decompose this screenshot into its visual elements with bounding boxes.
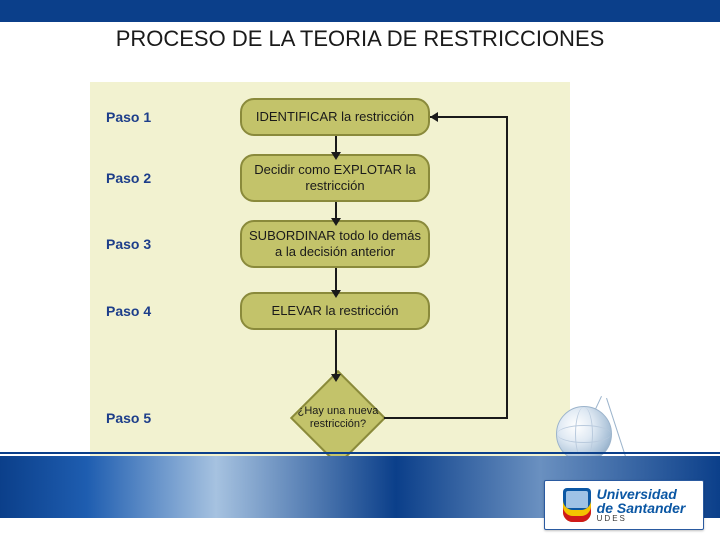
logo-text: Universidad de Santander UDES [597,487,686,523]
shield-icon [563,488,591,522]
university-logo: Universidad de Santander UDES [544,480,704,530]
page-title: PROCESO DE LA TEORIA DE RESTRICCIONES [0,26,720,52]
slide: PROCESO DE LA TEORIA DE RESTRICCIONES Pa… [0,0,720,540]
logo-line3: UDES [597,515,686,523]
arrow-left-icon [430,112,438,122]
connector [335,330,337,376]
decision-diamond: ¿Hay una nueva restricción? [292,372,384,464]
process-box-2: Decidir como EXPLOTAR la restricción [240,154,430,202]
arrow-down-icon [331,152,341,160]
logo-line2: de Santander [597,501,686,515]
footer-rule [0,452,720,454]
process-box-3: SUBORDINAR todo lo demás a la decisión a… [240,220,430,268]
step-label-2: Paso 2 [106,170,196,186]
arrow-down-icon [331,218,341,226]
decision-text: ¿Hay una nueva restricción? [292,405,384,430]
step-label-3: Paso 3 [106,236,196,252]
feedback-connector [430,116,508,118]
arrow-down-icon [331,290,341,298]
logo-line1: Universidad [597,487,686,501]
step-label-1: Paso 1 [106,109,196,125]
process-box-1: IDENTIFICAR la restricción [240,98,430,136]
connector [335,268,337,292]
feedback-connector [384,417,508,419]
arrow-down-icon [331,374,341,382]
header-bar [0,0,720,22]
step-label-4: Paso 4 [106,303,196,319]
step-label-5: Paso 5 [106,410,196,426]
feedback-connector [506,116,508,419]
